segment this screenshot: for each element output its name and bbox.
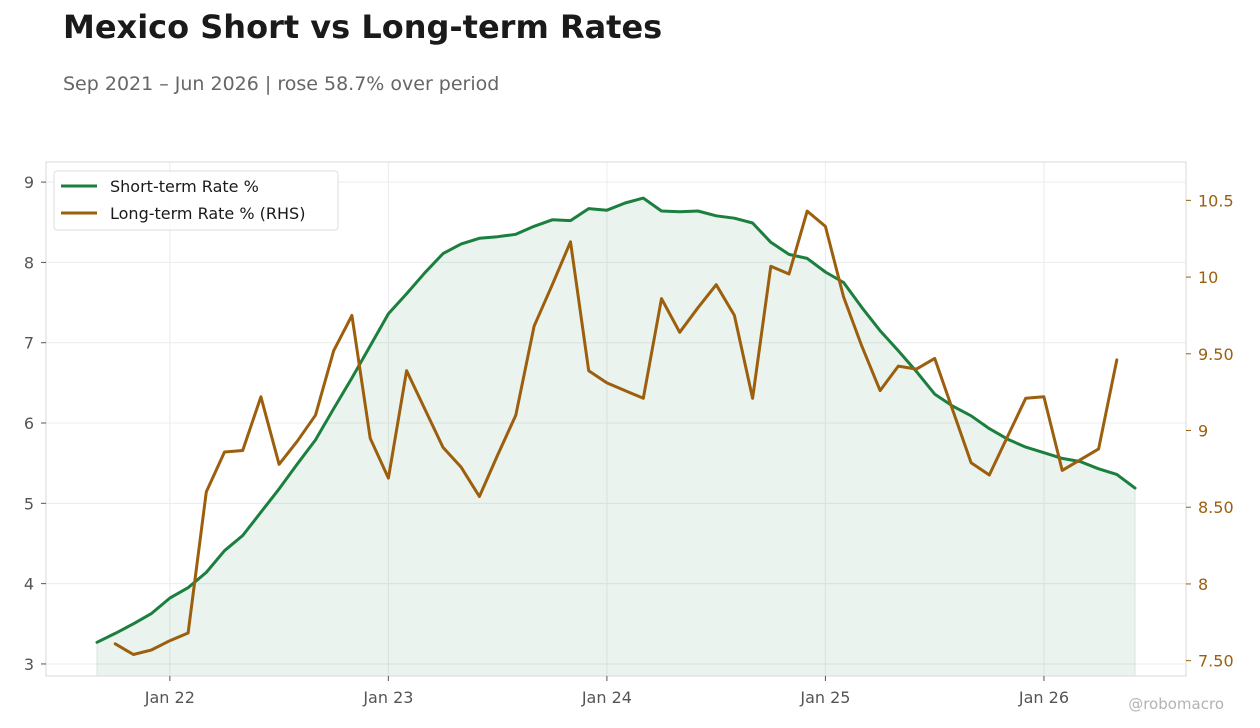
legend-label: Short-term Rate % [110,177,259,196]
left-tick-label: 7 [24,334,34,353]
series-area-layer [96,198,1136,676]
legend-box [53,170,339,231]
x-tick-label: Jan 23 [362,688,413,707]
right-tick-label: 9.50 [1198,345,1234,364]
x-tick-label: Jan 26 [1018,688,1069,707]
short-rate-area [97,198,1135,676]
x-tick-label: Jan 22 [144,688,195,707]
x-tick-label: Jan 25 [799,688,850,707]
right-tick-label: 7.50 [1198,652,1234,671]
plot-frame [45,161,1187,677]
right-tick-label: 8 [1198,575,1208,594]
x-tick-label: Jan 24 [581,688,632,707]
left-tick-label: 3 [24,655,34,674]
watermark: @robomacro [1128,695,1224,713]
left-tick-label: 5 [24,494,34,513]
legend-label: Long-term Rate % (RHS) [110,204,305,223]
right-tick-label: 10.5 [1198,191,1234,210]
left-tick-label: 4 [24,575,34,594]
long-rate-line [113,209,1119,656]
left-tick-label: 9 [24,173,34,192]
series-line-layer [95,196,1137,656]
right-tick-label: 9 [1198,422,1208,441]
short-rate-line [95,196,1137,644]
chart-title: Mexico Short vs Long-term Rates [63,8,663,46]
right-tick-label: 8.50 [1198,498,1234,517]
left-tick-label: 8 [24,253,34,272]
chart-subtitle: Sep 2021 – Jun 2026 | rose 58.7% over pe… [63,73,500,95]
axis-layer: 3 4 5 6 7 8 9 7.50 8 8.50 9 9.50 10 10.5 Jan 22 Jan 23 J… [24,173,1234,707]
legend[interactable]: Short-term Rate % Long-term Rate % (RHS) [53,170,339,231]
left-tick-label: 6 [24,414,34,433]
right-tick-label: 10 [1198,268,1218,287]
